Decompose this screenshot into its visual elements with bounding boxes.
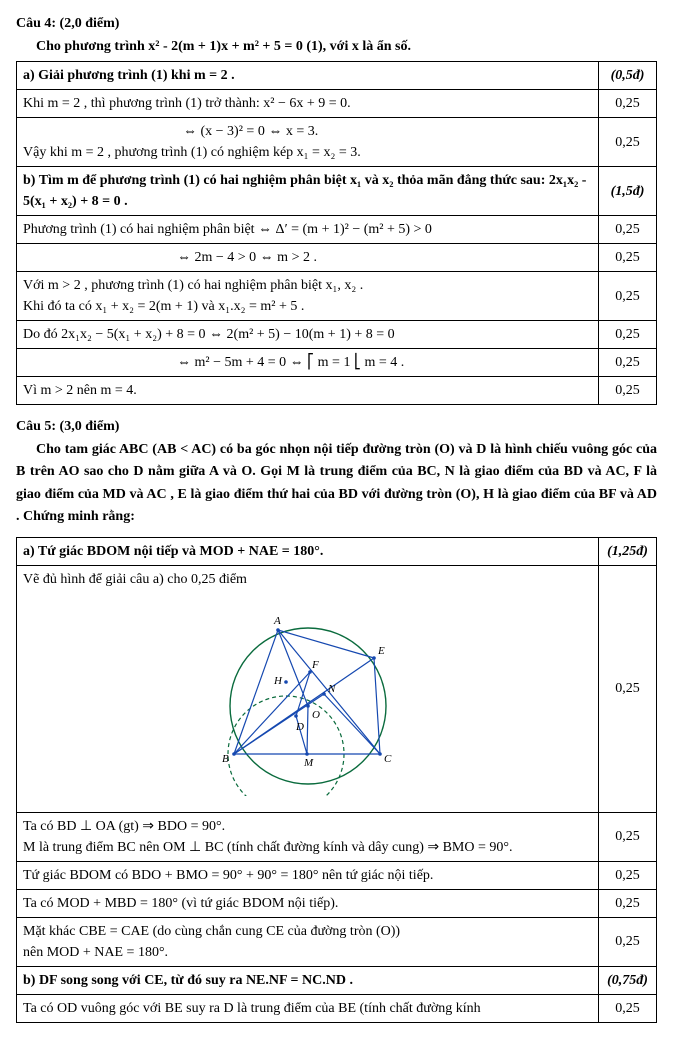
- row-content: Do đó 2x₁x₂ − 5(x₁ + x₂) + 8 = 0 ⇔ 2(m² …: [17, 321, 599, 349]
- row-score: 0,25: [599, 244, 657, 272]
- row-score: 0,25: [599, 861, 657, 889]
- table-row: Phương trình (1) có hai nghiệm phân biệt…: [17, 216, 657, 244]
- q5-table: a) Tứ giác BDOM nội tiếp và MOD + NAE = …: [16, 537, 657, 1023]
- row-score: (1,25đ): [599, 537, 657, 565]
- row-content: Ta có OD vuông góc với BE suy ra D là tr…: [17, 994, 599, 1022]
- row-content: ⇔ m² − 5m + 4 = 0 ⇔ ⎡ m = 1 ⎣ m = 4 .: [17, 349, 599, 377]
- row-content: ⇔ (x − 3)² = 0 ⇔ x = 3.Vậy khi m = 2 , p…: [17, 118, 599, 167]
- table-row: Do đó 2x₁x₂ − 5(x₁ + x₂) + 8 = 0 ⇔ 2(m² …: [17, 321, 657, 349]
- row-content: ⇔ 2m − 4 > 0 ⇔ m > 2 .: [17, 244, 599, 272]
- table-row: a) Tứ giác BDOM nội tiếp và MOD + NAE = …: [17, 537, 657, 565]
- row-content: Vẽ đủ hình để giải câu a) cho 0,25 điểmA…: [17, 565, 599, 812]
- q4-title: Câu 4: (2,0 điểm): [16, 16, 657, 32]
- table-row: Mặt khác CBE = CAE (do cùng chắn cung CE…: [17, 917, 657, 966]
- row-score: 0,25: [599, 216, 657, 244]
- svg-text:B: B: [222, 753, 229, 765]
- table-row: Vẽ đủ hình để giải câu a) cho 0,25 điểmA…: [17, 565, 657, 812]
- row-score: 0,25: [599, 565, 657, 812]
- table-row: Với m > 2 , phương trình (1) có hai nghi…: [17, 272, 657, 321]
- row-content: Ta có MOD + MBD = 180° (vì tứ giác BDOM …: [17, 889, 599, 917]
- svg-text:C: C: [384, 753, 392, 765]
- row-content: Khi m = 2 , thì phương trình (1) trở thà…: [17, 90, 599, 118]
- q5-title: Câu 5: (3,0 điểm): [16, 419, 657, 435]
- table-row: b) DF song song với CE, từ đó suy ra NE.…: [17, 966, 657, 994]
- row-score: 0,25: [599, 118, 657, 167]
- row-content: Tứ giác BDOM có BDO + BMO = 90° + 90° = …: [17, 861, 599, 889]
- row-score: 0,25: [599, 889, 657, 917]
- row-score: (0,5đ): [599, 62, 657, 90]
- geometry-figure: A B C O M D E F H N: [178, 596, 438, 796]
- row-score: 0,25: [599, 90, 657, 118]
- table-row: ⇔ m² − 5m + 4 = 0 ⇔ ⎡ m = 1 ⎣ m = 4 .0,2…: [17, 349, 657, 377]
- svg-text:F: F: [311, 659, 319, 671]
- svg-text:A: A: [273, 615, 281, 627]
- table-row: ⇔ 2m − 4 > 0 ⇔ m > 2 .0,25: [17, 244, 657, 272]
- table-row: Ta có MOD + MBD = 180° (vì tứ giác BDOM …: [17, 889, 657, 917]
- row-content: Mặt khác CBE = CAE (do cùng chắn cung CE…: [17, 917, 599, 966]
- row-content: b) DF song song với CE, từ đó suy ra NE.…: [17, 966, 599, 994]
- row-content: Vì m > 2 nên m = 4.: [17, 377, 599, 405]
- row-content: Ta có BD ⊥ OA (gt) ⇒ BDO = 90°.M là trun…: [17, 812, 599, 861]
- svg-text:M: M: [303, 757, 314, 769]
- q4-table: a) Giải phương trình (1) khi m = 2 .(0,5…: [16, 61, 657, 405]
- svg-text:D: D: [295, 721, 304, 733]
- row-content: Phương trình (1) có hai nghiệm phân biệt…: [17, 216, 599, 244]
- row-score: 0,25: [599, 349, 657, 377]
- q4-intro: Cho phương trình x² - 2(m + 1)x + m² + 5…: [36, 36, 657, 57]
- table-row: Ta có BD ⊥ OA (gt) ⇒ BDO = 90°.M là trun…: [17, 812, 657, 861]
- row-score: 0,25: [599, 917, 657, 966]
- row-content: a) Giải phương trình (1) khi m = 2 .: [17, 62, 599, 90]
- row-score: 0,25: [599, 994, 657, 1022]
- row-score: 0,25: [599, 272, 657, 321]
- row-score: 0,25: [599, 321, 657, 349]
- row-score: 0,25: [599, 377, 657, 405]
- table-row: b) Tìm m để phương trình (1) có hai nghi…: [17, 167, 657, 216]
- table-row: Ta có OD vuông góc với BE suy ra D là tr…: [17, 994, 657, 1022]
- row-score: (0,75đ): [599, 966, 657, 994]
- svg-text:E: E: [377, 645, 385, 657]
- svg-text:H: H: [273, 675, 283, 687]
- svg-text:N: N: [327, 683, 336, 695]
- row-content: a) Tứ giác BDOM nội tiếp và MOD + NAE = …: [17, 537, 599, 565]
- row-content: Với m > 2 , phương trình (1) có hai nghi…: [17, 272, 599, 321]
- svg-text:O: O: [312, 709, 320, 721]
- table-row: Khi m = 2 , thì phương trình (1) trở thà…: [17, 90, 657, 118]
- table-row: Vì m > 2 nên m = 4.0,25: [17, 377, 657, 405]
- row-content: b) Tìm m để phương trình (1) có hai nghi…: [17, 167, 599, 216]
- table-row: ⇔ (x − 3)² = 0 ⇔ x = 3.Vậy khi m = 2 , p…: [17, 118, 657, 167]
- table-row: a) Giải phương trình (1) khi m = 2 .(0,5…: [17, 62, 657, 90]
- row-score: 0,25: [599, 812, 657, 861]
- row-score: (1,5đ): [599, 167, 657, 216]
- table-row: Tứ giác BDOM có BDO + BMO = 90° + 90° = …: [17, 861, 657, 889]
- q5-intro: Cho tam giác ABC (AB < AC) có ba góc nhọ…: [16, 439, 657, 529]
